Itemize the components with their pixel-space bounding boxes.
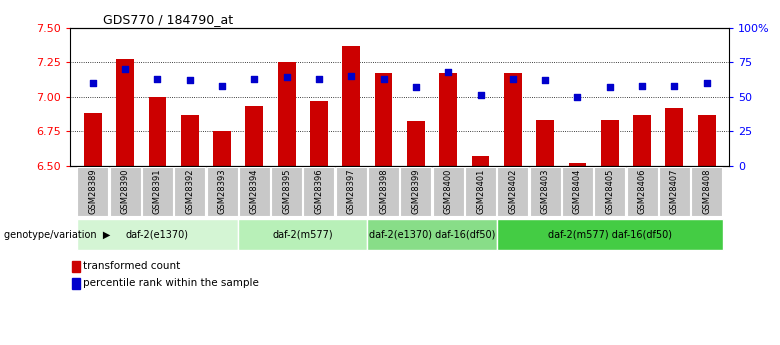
Bar — [465, 167, 496, 216]
Text: GSM28399: GSM28399 — [411, 169, 420, 214]
Text: transformed count: transformed count — [83, 261, 181, 271]
Bar — [72, 261, 80, 273]
Bar — [626, 167, 658, 216]
Bar — [407, 121, 425, 166]
Text: daf-2(e1370): daf-2(e1370) — [126, 230, 189, 239]
Bar — [174, 167, 205, 216]
Point — [313, 76, 325, 81]
Bar — [213, 131, 231, 166]
Text: GSM28408: GSM28408 — [702, 169, 711, 214]
Bar — [84, 113, 101, 166]
Bar — [504, 73, 522, 166]
Text: GSM28389: GSM28389 — [88, 169, 98, 214]
Bar — [335, 167, 367, 216]
Bar — [439, 73, 457, 166]
Point — [668, 83, 681, 88]
Point — [378, 76, 390, 81]
Bar — [594, 167, 626, 216]
Bar — [665, 108, 683, 166]
Bar — [246, 106, 263, 166]
Bar — [110, 167, 140, 216]
Bar — [497, 219, 723, 250]
Bar — [238, 219, 367, 250]
Bar — [181, 115, 199, 166]
Text: GSM28400: GSM28400 — [444, 169, 452, 214]
Text: GDS770 / 184790_at: GDS770 / 184790_at — [103, 13, 233, 27]
Bar — [207, 167, 238, 216]
Point — [248, 76, 261, 81]
Point — [474, 92, 487, 98]
Bar — [374, 73, 392, 166]
Text: genotype/variation  ▶: genotype/variation ▶ — [4, 230, 110, 239]
Point — [539, 77, 551, 83]
Bar — [601, 120, 619, 166]
Bar — [368, 167, 399, 216]
Text: daf-2(m577) daf-16(df50): daf-2(m577) daf-16(df50) — [548, 230, 672, 239]
Bar — [562, 167, 593, 216]
Bar — [530, 167, 561, 216]
Text: GSM28396: GSM28396 — [314, 169, 324, 214]
Text: GSM28401: GSM28401 — [476, 169, 485, 214]
Bar — [76, 219, 238, 250]
Bar — [698, 115, 715, 166]
Bar — [498, 167, 528, 216]
Bar — [310, 101, 328, 166]
Bar — [72, 278, 80, 289]
Bar — [77, 167, 108, 216]
Text: GSM28393: GSM28393 — [218, 169, 226, 214]
Text: GSM28392: GSM28392 — [185, 169, 194, 214]
Text: daf-2(m577): daf-2(m577) — [272, 230, 333, 239]
Text: GSM28391: GSM28391 — [153, 169, 162, 214]
Text: GSM28406: GSM28406 — [637, 169, 647, 214]
Point — [345, 73, 357, 79]
Text: GSM28394: GSM28394 — [250, 169, 259, 214]
Point — [636, 83, 648, 88]
Point — [506, 76, 519, 81]
Bar — [633, 115, 651, 166]
Bar — [472, 156, 489, 166]
Bar — [569, 163, 587, 166]
Bar — [691, 167, 722, 216]
Bar — [400, 167, 431, 216]
Point — [700, 80, 713, 86]
Point — [281, 75, 293, 80]
Point — [410, 84, 422, 90]
Bar — [142, 167, 173, 216]
Text: percentile rank within the sample: percentile rank within the sample — [83, 278, 259, 288]
Bar — [537, 120, 554, 166]
Point — [119, 66, 131, 72]
Point — [87, 80, 99, 86]
Point — [216, 83, 229, 88]
Point — [604, 84, 616, 90]
Bar — [148, 97, 166, 166]
Text: GSM28407: GSM28407 — [670, 169, 679, 214]
Bar — [659, 167, 690, 216]
Bar — [116, 59, 134, 166]
Text: GSM28395: GSM28395 — [282, 169, 291, 214]
Bar — [303, 167, 335, 216]
Point — [442, 69, 455, 75]
Text: GSM28404: GSM28404 — [573, 169, 582, 214]
Text: GSM28405: GSM28405 — [605, 169, 615, 214]
Bar — [271, 167, 302, 216]
Text: daf-2(e1370) daf-16(df50): daf-2(e1370) daf-16(df50) — [369, 230, 495, 239]
Text: GSM28397: GSM28397 — [347, 169, 356, 214]
Bar — [239, 167, 270, 216]
Point — [571, 94, 583, 99]
Bar — [342, 46, 360, 166]
Bar — [367, 219, 497, 250]
Text: GSM28403: GSM28403 — [541, 169, 550, 214]
Text: GSM28390: GSM28390 — [121, 169, 129, 214]
Point — [183, 77, 196, 83]
Bar — [433, 167, 464, 216]
Text: GSM28398: GSM28398 — [379, 169, 388, 214]
Bar — [278, 62, 296, 166]
Text: GSM28402: GSM28402 — [509, 169, 517, 214]
Point — [151, 76, 164, 81]
